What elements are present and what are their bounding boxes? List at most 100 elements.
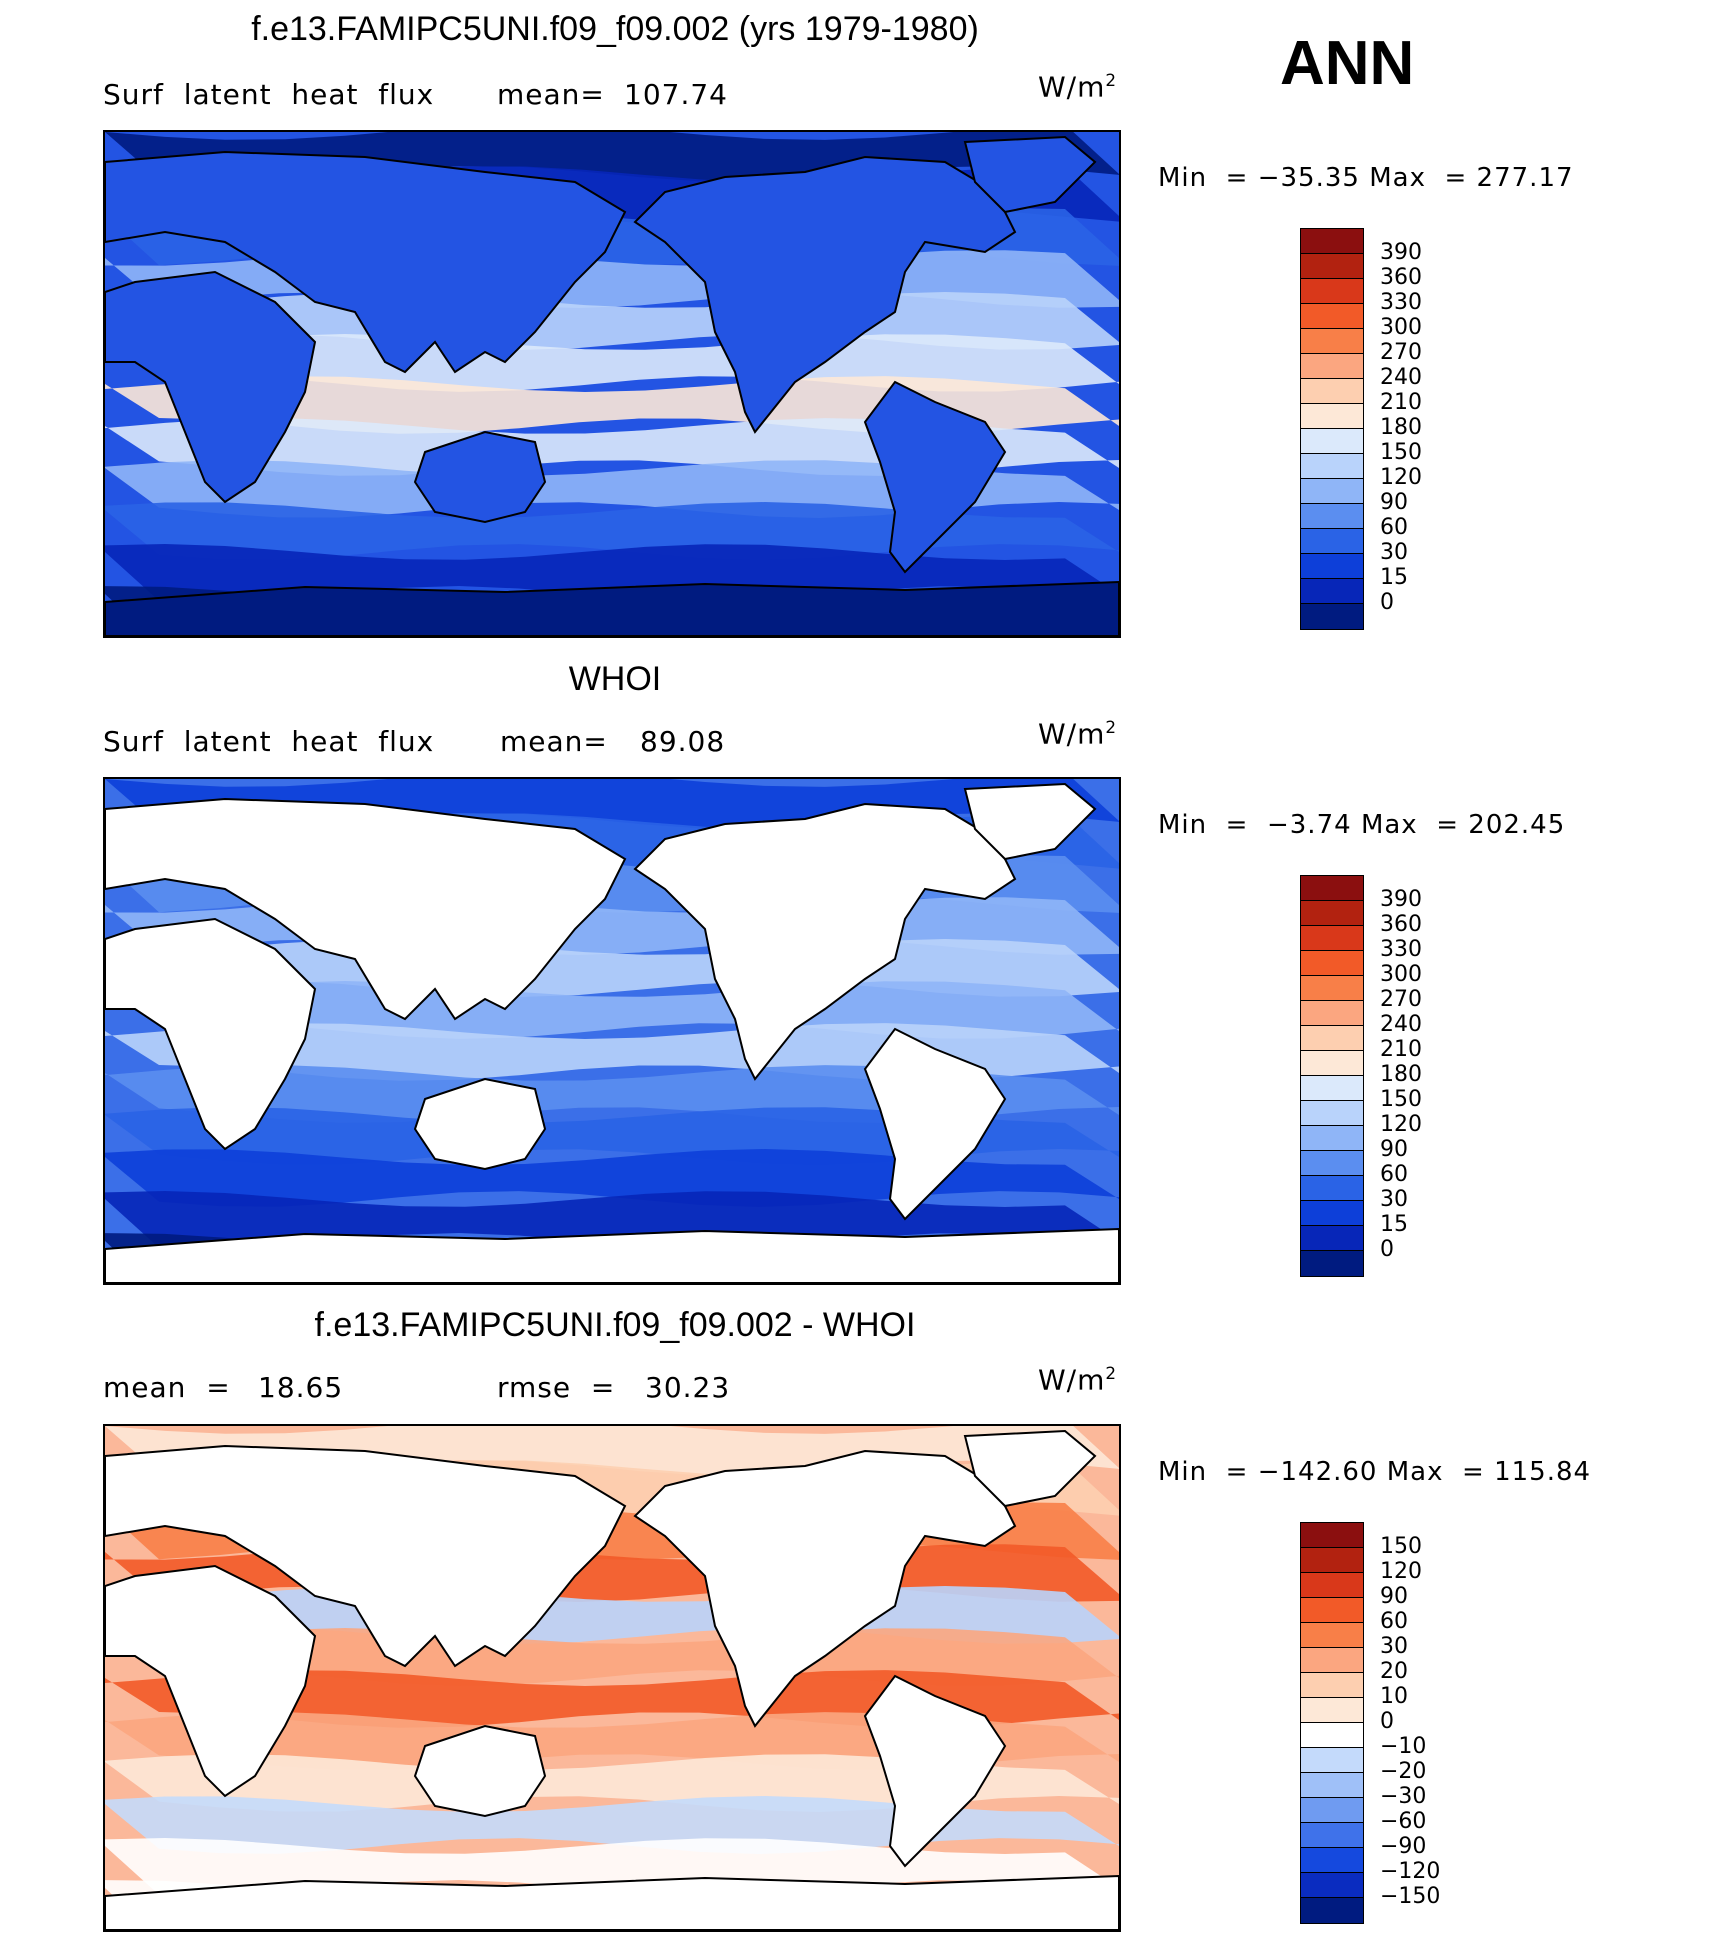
colorbar-swatch [1300,553,1364,580]
continent-outline [963,782,1097,861]
colorbar-level-label: 180 [1380,1062,1422,1087]
continent-outline [105,580,1119,636]
colorbar-swatch [1300,228,1364,255]
min-value: −3.74 [1266,810,1352,840]
season-label: ANN [1280,29,1415,98]
colorbar-swatch [1300,1622,1364,1649]
colorbar-level-label: 30 [1380,1187,1408,1212]
mean-value: 89.08 [640,725,726,758]
colorbar-swatch [1300,1672,1364,1699]
colorbar-swatch [1300,1150,1364,1177]
colorbar-swatch [1300,1100,1364,1127]
colorbar-swatch [1300,603,1364,630]
world-map [105,1426,1119,1930]
colorbar-level-label: 150 [1380,440,1422,465]
colorbar-swatch [1300,303,1364,330]
world-map [105,132,1119,636]
colorbar-swatch [1300,503,1364,530]
min-max-readout: Min = −142.60 Max = 115.84 [1158,1457,1591,1487]
max-label: Max = [1369,163,1468,193]
colorbar-level-label: 60 [1380,1162,1408,1187]
colorbar-level-label: 30 [1380,1634,1408,1659]
colorbar-swatch [1300,1000,1364,1027]
max-value: 115.84 [1494,1457,1592,1487]
colorbar-level-label: 360 [1380,265,1422,290]
continent-outline [105,1564,317,1798]
colorbar-level-label: −30 [1380,1784,1427,1809]
colorbar-swatch [1300,1025,1364,1052]
colorbar-swatch [1300,1547,1364,1574]
units-exponent: 2 [1105,1363,1118,1383]
continent-outline [963,135,1097,214]
variable-label: Surf latent heat flux [103,725,435,758]
colorbar-level-label: 60 [1380,515,1408,540]
mean-label: mean= [500,725,608,758]
colorbar-swatch [1300,1797,1364,1824]
colorbar-level-label: −150 [1380,1884,1441,1909]
colorbar-swatch [1300,1597,1364,1624]
colorbar-level-label: 0 [1380,590,1394,615]
colorbar-level-label: 150 [1380,1087,1422,1112]
min-max-readout: Min = −3.74 Max = 202.45 [1158,810,1565,840]
colorbar-swatch [1300,578,1364,605]
colorbar-swatch [1300,1647,1364,1674]
colorbar-swatch [1300,900,1364,927]
mean-label: mean = [103,1371,231,1404]
colorbar-level-label: 0 [1380,1709,1394,1734]
colorbar-swatch [1300,478,1364,505]
map-panel [103,777,1121,1285]
colorbar-level-label: −60 [1380,1809,1427,1834]
rmse-label: rmse = [497,1371,616,1404]
colorbar-level-label: 15 [1380,1212,1408,1237]
colorbar-swatch [1300,403,1364,430]
max-label: Max = [1360,810,1460,840]
colorbar-level-label: 15 [1380,565,1408,590]
colorbar-level-label: 10 [1380,1684,1408,1709]
colorbar-swatch [1300,278,1364,305]
colorbar-swatch [1300,1050,1364,1077]
colorbar-level-label: 330 [1380,937,1422,962]
colorbar-level-label: 240 [1380,1012,1422,1037]
colorbar-level-label: 90 [1380,1137,1408,1162]
continent-outline [863,1027,1007,1221]
colorbar-swatch [1300,1697,1364,1724]
continent-outline [105,1227,1119,1283]
units-text: W/m [1038,70,1106,104]
map-panel [103,130,1121,638]
colorbar-swatch [1300,528,1364,555]
colorbar-level-label: 90 [1380,1584,1408,1609]
colorbar-level-label: −20 [1380,1759,1427,1784]
continent-outline [863,1674,1007,1868]
colorbar-level-label: −10 [1380,1734,1427,1759]
mean-value: 18.65 [258,1371,344,1404]
rmse-value: 30.23 [645,1371,731,1404]
colorbar-level-label: 390 [1380,887,1422,912]
world-map [105,779,1119,1283]
map-panel [103,1424,1121,1932]
min-value: −35.35 [1257,163,1360,193]
colorbar-swatch [1300,950,1364,977]
colorbar-swatch [1300,453,1364,480]
continent-outline [963,1429,1097,1508]
min-max-readout: Min = −35.35 Max = 277.17 [1158,163,1574,193]
colorbar-swatch [1300,328,1364,355]
colorbar-swatch [1300,428,1364,455]
colorbar-level-label: 210 [1380,1037,1422,1062]
continent-outline [413,430,547,524]
units-text: W/m [1038,1363,1106,1397]
min-label: Min = [1158,1457,1249,1487]
mean-label: mean= [497,78,605,111]
colorbar-swatch [1300,1747,1364,1774]
colorbar-swatch [1300,1250,1364,1277]
contour-band [105,1754,1119,1812]
colorbar-level-label: 270 [1380,340,1422,365]
colorbar-swatch [1300,353,1364,380]
colorbar-swatch [1300,1125,1364,1152]
colorbar-level-label: 240 [1380,365,1422,390]
contour-band [105,418,1119,476]
contour-band [105,1065,1119,1123]
min-label: Min = [1158,163,1249,193]
continent-outline [105,797,627,1021]
colorbar-swatch [1300,1075,1364,1102]
colorbar-level-label: −120 [1380,1859,1441,1884]
